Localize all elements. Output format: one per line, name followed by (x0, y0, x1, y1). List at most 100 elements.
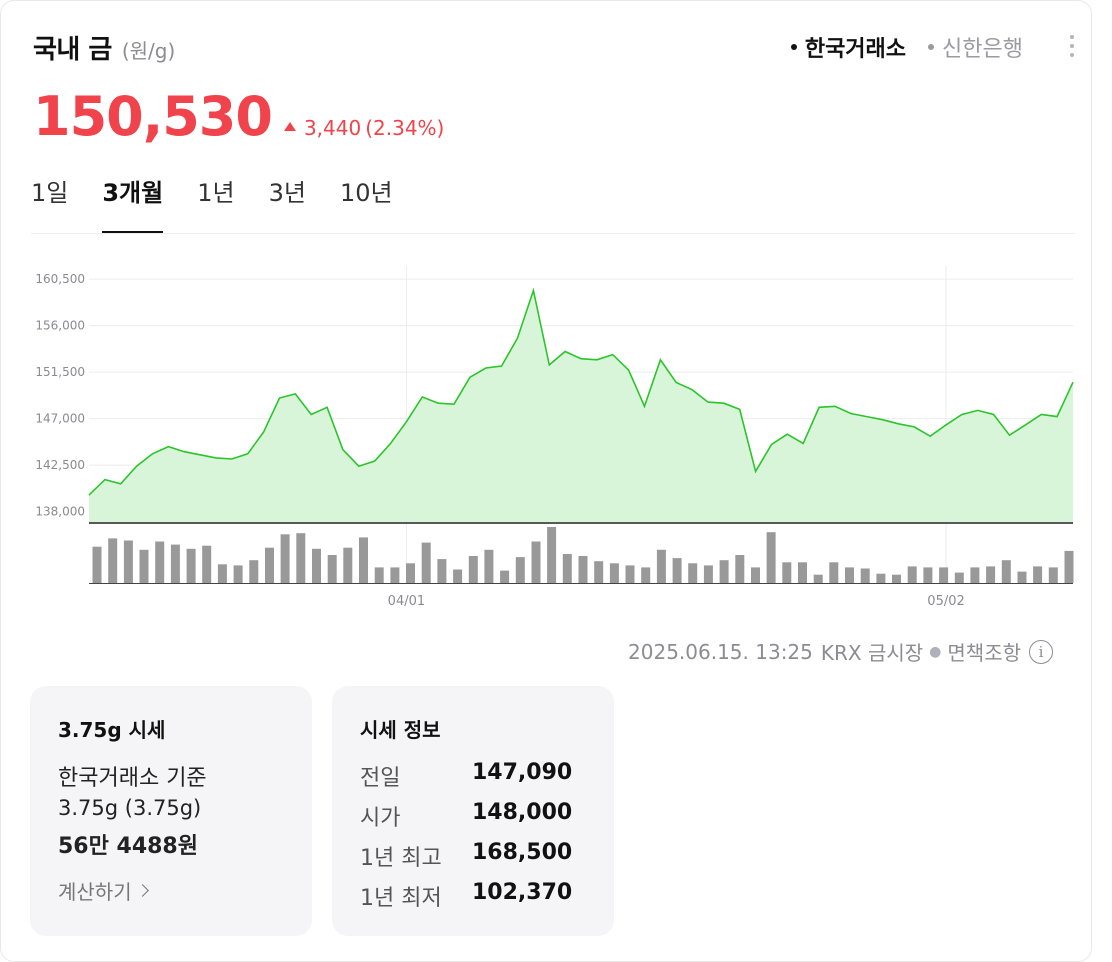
source-krx[interactable]: 한국거래소 (790, 31, 907, 63)
volume-bar (186, 548, 196, 583)
source-shinhan[interactable]: 신한은행 (928, 31, 1023, 63)
volume-bar (578, 556, 588, 583)
up-arrow-icon (283, 122, 296, 131)
x-tick-label: 04/01 (388, 594, 425, 609)
volume-bar (1064, 550, 1074, 583)
dot-icon (928, 44, 935, 50)
volume-bar (108, 538, 118, 583)
volume-bar (813, 574, 823, 583)
volume-bar (531, 541, 541, 583)
volume-bar (907, 566, 917, 583)
volume-bar (155, 541, 165, 583)
price-row: 150,530 3,440 (2.34%) (33, 85, 444, 148)
volume-bar (798, 562, 807, 583)
volume-bar (609, 563, 619, 583)
volume-bar (233, 565, 243, 583)
volume-bar (656, 549, 666, 583)
unit-price-card: 3.75g 시세 한국거래소 기준 3.75g (3.75g) 56만 4488… (30, 686, 312, 936)
volume-bar (343, 547, 353, 583)
info-value: 168,500 (472, 840, 573, 865)
volume-bar (296, 533, 306, 583)
volume-bar (845, 567, 854, 583)
volume-bar (672, 558, 682, 583)
x-tick-label: 05/02 (927, 594, 964, 609)
volume-bar (719, 560, 729, 583)
volume-bar (751, 567, 760, 583)
volume-bar (327, 555, 337, 583)
volume-bar (860, 568, 870, 583)
volume-bar (390, 567, 400, 583)
info-label: 전일 (360, 766, 401, 791)
info-value: 102,370 (472, 880, 573, 905)
info-label: 시가 (360, 806, 401, 831)
price-line (88, 287, 1074, 496)
volume-bar (280, 534, 290, 583)
volume-bar (970, 567, 980, 583)
info-row-52w-high: 1년 최고 168,500 (360, 840, 572, 872)
title-row: 국내 금 (원/g) (33, 29, 175, 69)
selected-dot-icon (790, 44, 797, 50)
change-amount: 3,440 (303, 116, 362, 140)
unit-price-value: 56만 4488원 (58, 834, 198, 859)
disclaimer-link[interactable]: 면책조항 (947, 641, 1021, 665)
volume-bar (923, 567, 933, 583)
y-tick-label: 156,000 (35, 319, 85, 333)
info-row-52w-low: 1년 최저 102,370 (360, 880, 572, 912)
calculate-label: 계산하기 (58, 880, 132, 904)
volume-bar (562, 554, 572, 583)
volume-bar (484, 549, 494, 583)
info-value: 148,000 (472, 800, 573, 825)
calculate-link[interactable]: 계산하기 (58, 876, 149, 905)
volume-bar (782, 562, 792, 583)
price-change: 3,440 (2.34%) (283, 116, 444, 140)
info-label: 1년 최저 (360, 886, 442, 911)
volume-bar (123, 540, 133, 583)
volume-bar (453, 569, 463, 583)
volume-bar (1048, 567, 1058, 583)
volume-bar (359, 537, 368, 583)
source-shinhan-label: 신한은행 (942, 37, 1023, 62)
volume-bar (939, 567, 949, 583)
unit-price-weight: 3.75g (3.75g) (58, 796, 202, 820)
tab-3y[interactable]: 3년 (268, 179, 306, 207)
volume-bar (766, 532, 776, 583)
y-tick-label: 147,000 (35, 412, 85, 426)
y-tick-label: 142,500 (35, 458, 85, 472)
volume-bar (986, 566, 996, 583)
volume-bar (641, 567, 651, 583)
volume-bar (468, 556, 478, 583)
tab-1y[interactable]: 1년 (197, 179, 235, 207)
volume-bar (829, 562, 839, 583)
source-krx-label: 한국거래소 (804, 37, 907, 62)
volume-bar (500, 570, 510, 583)
info-row-prev-close: 전일 147,090 (360, 760, 572, 792)
current-price: 150,530 (33, 85, 273, 148)
info-icon[interactable]: i (1029, 639, 1053, 664)
volume-bar (515, 557, 525, 583)
tab-10y[interactable]: 10년 (339, 179, 393, 207)
volume-bar (139, 549, 149, 583)
volume-bar (735, 555, 745, 583)
info-label: 1년 최고 (360, 846, 442, 871)
price-chart[interactable]: 160,500 156,000 151,500 147,000 142,500 138,0… (1, 256, 1091, 616)
volume-bar (703, 565, 713, 583)
timestamp: 2025.06.15. 13:25 (628, 639, 813, 664)
volume-bar (1033, 566, 1043, 583)
volume-bar (249, 560, 259, 583)
volume-bar (594, 561, 604, 583)
tab-1d[interactable]: 1일 (31, 179, 69, 207)
chart-footer: 2025.06.15. 13:25 KRX 금시장 ● 면책조항 i (628, 637, 1053, 666)
more-options-icon[interactable] (1067, 35, 1077, 57)
unit-label: (원/g) (121, 39, 176, 63)
volume-bar (170, 544, 180, 583)
tab-3m[interactable]: 3개월 (102, 173, 163, 233)
separator-dot-icon: ● (929, 643, 942, 660)
unit-price-title: 3.75g 시세 (58, 718, 166, 742)
y-tick-label: 151,500 (35, 365, 85, 379)
info-value: 147,090 (472, 760, 573, 785)
price-info-card: 시세 정보 전일 147,090 시가 148,000 1년 최고 168,50… (332, 686, 614, 936)
volume-bar (954, 572, 964, 583)
price-area (89, 290, 1073, 522)
volume-bar (265, 547, 274, 583)
market-name: KRX 금시장 (820, 641, 924, 665)
